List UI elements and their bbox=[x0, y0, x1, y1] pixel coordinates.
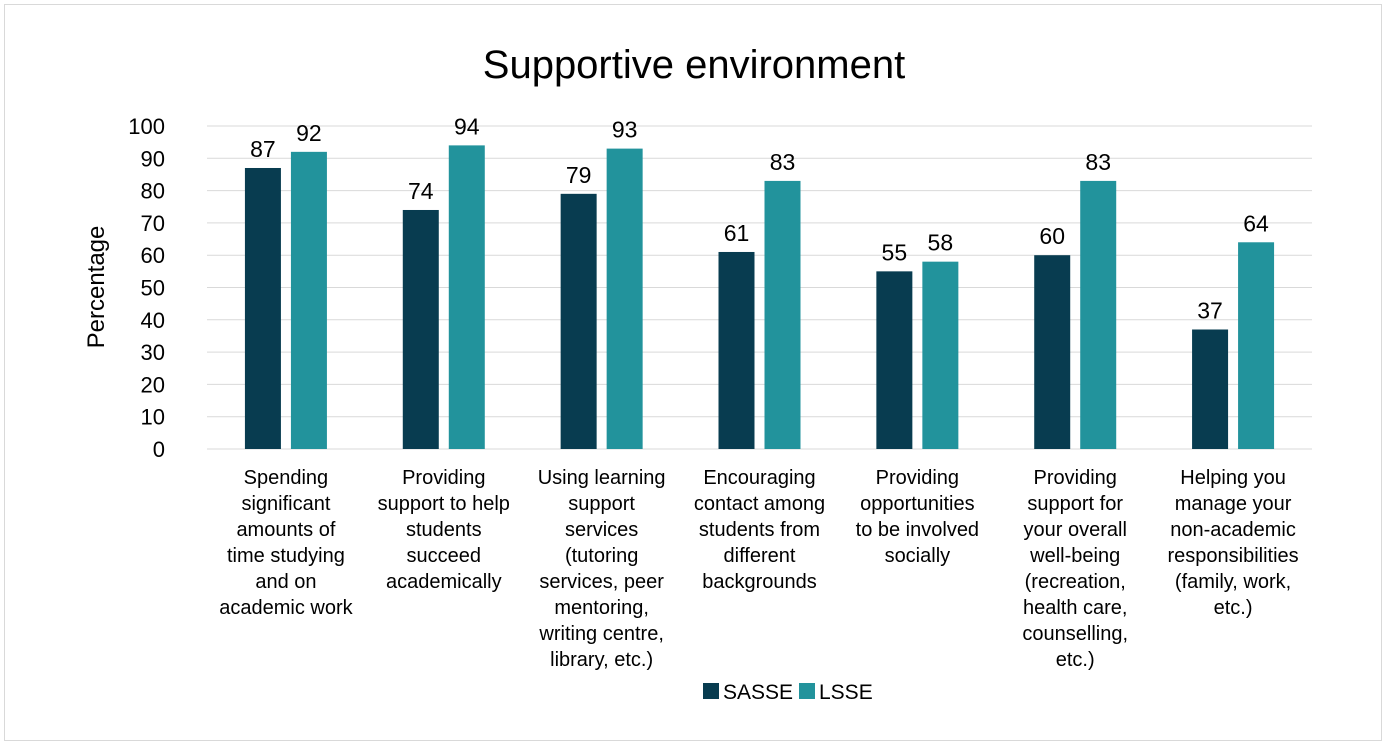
x-axis-categories: Spending significant amounts of time studyi… bbox=[219, 467, 1298, 671]
y-tick-label: 0 bbox=[153, 437, 165, 462]
bar-lsse bbox=[290, 151, 327, 449]
bar-lsse bbox=[764, 180, 801, 449]
bar-sasse bbox=[402, 209, 439, 449]
gridlines bbox=[207, 125, 1312, 450]
x-category-label: opportunities bbox=[860, 493, 975, 515]
bars bbox=[244, 145, 1275, 450]
y-tick-label: 90 bbox=[141, 146, 165, 171]
x-category-label: Spending bbox=[244, 467, 329, 489]
x-category-label: amounts of bbox=[236, 519, 335, 541]
x-category-label: (recreation, bbox=[1025, 571, 1126, 593]
data-label: 55 bbox=[882, 239, 908, 265]
bar-sasse bbox=[1034, 255, 1071, 449]
bar-lsse bbox=[606, 148, 643, 450]
data-label: 79 bbox=[566, 162, 592, 188]
legend-label-lsse: LSSE bbox=[819, 681, 873, 704]
x-category-label: different bbox=[724, 545, 796, 567]
data-label: 58 bbox=[928, 230, 954, 256]
data-label: 83 bbox=[770, 149, 796, 175]
x-category-label: contact among bbox=[694, 493, 825, 515]
bar-sasse bbox=[876, 271, 913, 449]
bar-lsse bbox=[1238, 242, 1275, 449]
x-category-label: etc.) bbox=[1056, 649, 1095, 671]
x-category-label: students from bbox=[699, 519, 820, 541]
x-category-label: significant bbox=[241, 493, 330, 515]
x-category-label: your overall bbox=[1024, 519, 1127, 541]
y-tick-label: 30 bbox=[141, 340, 165, 365]
x-category-label: Providing bbox=[1034, 467, 1117, 489]
y-tick-label: 70 bbox=[141, 211, 165, 236]
x-category-label: to be involved bbox=[856, 519, 979, 541]
bar-sasse bbox=[244, 167, 281, 450]
data-label: 83 bbox=[1085, 149, 1111, 175]
y-tick-label: 100 bbox=[128, 114, 165, 139]
data-label: 37 bbox=[1197, 297, 1223, 323]
x-category-label: mentoring, bbox=[554, 597, 649, 619]
bar-sasse bbox=[1192, 329, 1229, 449]
x-category-label: (tutoring bbox=[565, 545, 638, 567]
x-category-label: health care, bbox=[1023, 597, 1128, 619]
data-label: 93 bbox=[612, 117, 638, 143]
y-tick-label: 10 bbox=[141, 405, 165, 430]
legend-swatch-sasse bbox=[703, 683, 719, 699]
data-label: 64 bbox=[1243, 210, 1269, 236]
x-category-label: academic work bbox=[219, 597, 353, 619]
y-tick-label: 60 bbox=[141, 243, 165, 268]
data-label: 87 bbox=[250, 136, 276, 162]
data-label: 94 bbox=[454, 113, 480, 139]
data-label: 61 bbox=[724, 220, 750, 246]
y-tick-label: 80 bbox=[141, 179, 165, 204]
x-category-label: backgrounds bbox=[702, 571, 817, 593]
chart-frame bbox=[4, 4, 1382, 741]
x-category-label: time studying bbox=[227, 545, 345, 567]
x-category-label: Encouraging bbox=[703, 467, 815, 489]
chart-title: Supportive environment bbox=[483, 43, 905, 87]
x-category-label: students bbox=[406, 519, 482, 541]
y-tick-label: 50 bbox=[141, 276, 165, 301]
legend-swatch-lsse bbox=[799, 683, 815, 699]
x-category-label: succeed bbox=[407, 545, 482, 567]
data-labels: 87 92 74 94 79 93 61 83 55 58 60 83 37 64 bbox=[250, 113, 1269, 323]
x-category-label: support for bbox=[1027, 493, 1123, 515]
x-category-label: well-being bbox=[1029, 545, 1120, 567]
x-category-label: Providing bbox=[876, 467, 959, 489]
x-category-label: socially bbox=[885, 545, 951, 567]
x-category-label: academically bbox=[386, 571, 502, 593]
x-category-label: and on bbox=[255, 571, 316, 593]
bar-lsse bbox=[922, 261, 959, 449]
y-axis-label: Percentage bbox=[83, 226, 110, 349]
legend-label-sasse: SASSE bbox=[723, 681, 793, 704]
x-category-label: Using learning bbox=[538, 467, 666, 489]
legend: SASSE LSSE bbox=[703, 681, 873, 704]
x-category-label: non-academic bbox=[1170, 519, 1296, 541]
x-category-label: support bbox=[568, 493, 635, 515]
x-category-label: etc.) bbox=[1214, 597, 1253, 619]
y-tick-label: 40 bbox=[141, 308, 165, 333]
x-category-label: manage your bbox=[1175, 493, 1292, 515]
data-label: 92 bbox=[296, 120, 322, 146]
x-category-label: writing centre, bbox=[538, 623, 664, 645]
bar-lsse bbox=[448, 145, 485, 449]
x-category-label: Providing bbox=[402, 467, 485, 489]
bar-sasse bbox=[718, 251, 755, 449]
x-category-label: Helping you bbox=[1180, 467, 1286, 489]
x-category-label: responsibilities bbox=[1167, 545, 1298, 567]
x-category-label: counselling, bbox=[1022, 623, 1128, 645]
x-category-label: services bbox=[565, 519, 638, 541]
x-category-label: support to help bbox=[378, 493, 510, 515]
x-category-label: (family, work, bbox=[1175, 571, 1291, 593]
y-tick-label: 20 bbox=[141, 372, 165, 397]
data-label: 60 bbox=[1039, 223, 1065, 249]
bar-sasse bbox=[560, 193, 597, 449]
x-category-label: library, etc.) bbox=[550, 649, 653, 671]
bar-lsse bbox=[1080, 180, 1117, 449]
data-label: 74 bbox=[408, 178, 434, 204]
x-category-label: services, peer bbox=[539, 571, 664, 593]
y-axis-ticks: 0 10 20 30 40 50 60 70 80 90 100 bbox=[128, 114, 165, 462]
